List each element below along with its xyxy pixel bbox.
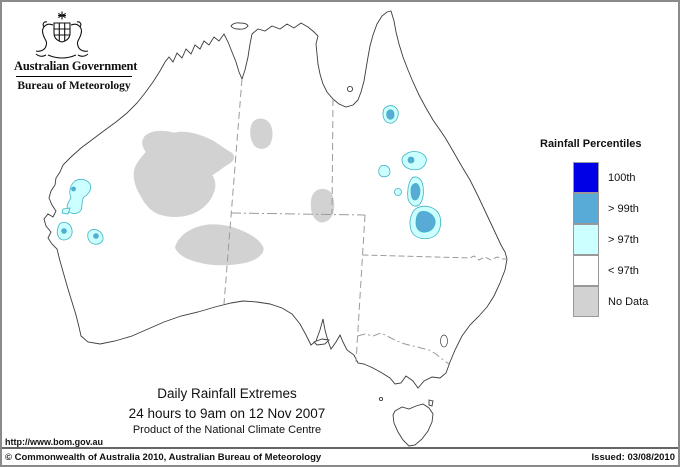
nodata-patch-qld-sa-corner (310, 188, 335, 223)
nodata-patch-wa-sa-south (175, 224, 264, 266)
kangaroo-island (313, 338, 330, 346)
rain-patch-wa-4 (87, 229, 104, 245)
legend-label-lt97: < 97th (608, 264, 639, 277)
legend-swatch-lt97 (573, 254, 599, 286)
rain-patch-qld-4 (394, 188, 402, 196)
melville-island (230, 22, 249, 30)
rain-patch-qld-3 (378, 164, 391, 178)
nodata-patch-wa-central (133, 130, 234, 217)
legend-item-p97: > 97th (573, 223, 678, 255)
legend-item-nodata: No Data (573, 285, 678, 317)
legend-item-p100: 100th (573, 161, 678, 193)
map-subtitle-period: 24 hours to 9am on 12 Nov 2007 (128, 406, 326, 421)
border-qld-nsw (362, 254, 507, 261)
rain-patch-qld-1 (382, 105, 399, 124)
nodata-patch-nt (250, 118, 273, 149)
rain-patch-qld-6 (409, 205, 442, 240)
rain-patch-qld-2 (401, 151, 427, 171)
legend-label-p99: > 99th (608, 202, 639, 215)
act-border (440, 334, 448, 348)
header-divider (16, 76, 132, 77)
australian-government-label: Australian Government (14, 59, 138, 73)
tasmania-coastline (392, 403, 434, 447)
issued-date: Issued: 03/08/2010 (591, 451, 675, 463)
rain-patch-wa-3 (56, 222, 73, 241)
map-title-block: Daily Rainfall Extremes 24 hours to 9am … (129, 386, 326, 436)
map-title: Daily Rainfall Extremes (157, 386, 297, 401)
crest-star (58, 11, 66, 20)
bom-url: http://www.bom.gov.au (5, 437, 103, 447)
crest-shield (53, 22, 71, 43)
border-nsw-vic (357, 332, 450, 365)
rain-patch-wa-1 (66, 178, 92, 214)
legend-item-lt97: < 97th (573, 254, 678, 286)
legend-swatch-p97 (573, 223, 599, 255)
legend-title: Rainfall Percentiles (540, 138, 642, 150)
legend-swatch-p99 (573, 192, 599, 224)
legend-label-nodata: No Data (608, 295, 649, 308)
flinders-island (428, 399, 434, 407)
footer-bar: © Commonwealth of Australia 2010, Austra… (2, 447, 678, 465)
legend-item-p99: > 99th (573, 192, 678, 224)
crest-kangaroo (35, 21, 54, 52)
government-header: Australian Government Bureau of Meteorol… (14, 59, 138, 92)
crest-emu (70, 21, 89, 52)
border-wa (223, 78, 243, 305)
coat-of-arms (35, 11, 89, 59)
crest-scroll (35, 53, 89, 59)
border-26s (230, 212, 366, 216)
map-subtitle-product: Product of the National Climate Centre (132, 424, 322, 436)
legend-swatches: 100th > 99th > 97th < 97th No Data (573, 161, 678, 317)
king-island (378, 396, 384, 402)
border-nt-qld (331, 98, 334, 215)
legend-label-p100: 100th (608, 171, 636, 184)
bureau-of-meteorology-label: Bureau of Meteorology (17, 80, 131, 92)
rain-patch-qld-5 (407, 176, 424, 207)
border-sa-east (355, 214, 366, 363)
copyright-text: © Commonwealth of Australia 2010, Austra… (5, 451, 322, 463)
legend-label-p97: > 97th (608, 233, 639, 246)
legend-swatch-p100 (573, 161, 599, 193)
legend: Rainfall Percentiles 100th > 99th > 97th < … (540, 138, 678, 317)
groote-island (346, 85, 354, 93)
legend-swatch-nodata (573, 285, 599, 317)
rain-patch-wa-2 (61, 207, 71, 215)
